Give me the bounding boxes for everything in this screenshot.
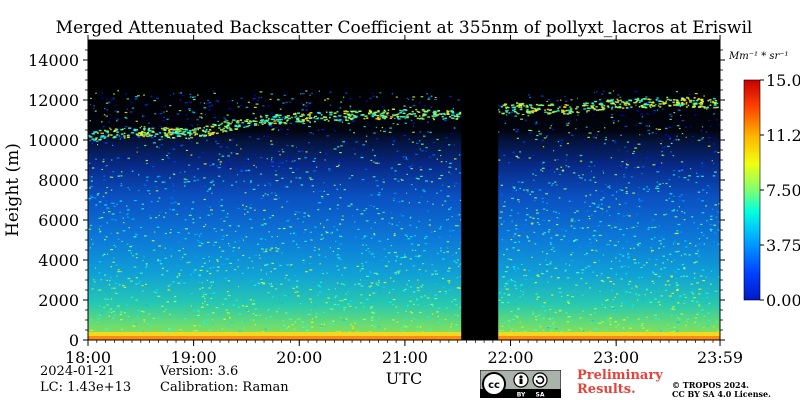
profile-background — [88, 40, 720, 340]
preliminary-line2: Results. — [577, 382, 636, 397]
y-tick-label: 4000 — [38, 251, 79, 270]
y-tick-label: 0 — [69, 331, 79, 350]
colorbar-gradient — [743, 79, 761, 301]
svg-text:SA: SA — [536, 392, 545, 399]
colorbar-tick-label: 7.50 — [766, 181, 800, 200]
colorbar-tick-label: 11.2 — [766, 126, 800, 145]
x-tick-label: 23:00 — [593, 348, 639, 367]
plot-area — [88, 40, 720, 340]
y-tick-label: 14000 — [28, 51, 79, 70]
surface-aerosol-layer — [88, 332, 720, 340]
x-tick-label: 20:00 — [276, 348, 322, 367]
x-tick-label: 19:00 — [171, 348, 217, 367]
svg-text:cc: cc — [488, 380, 500, 391]
x-tick-label: 23:59 — [697, 348, 743, 367]
cc-by-sa-icon: cc BY SA — [480, 370, 561, 398]
footer-lc: LC: 1.43e+13 — [40, 380, 132, 395]
colorbar-tick-label: 3.75 — [766, 236, 800, 255]
cirrus-cloud-layer — [88, 96, 720, 141]
copyright-line2: CC BY SA 4.0 License. — [672, 389, 771, 399]
x-axis-label: UTC — [386, 369, 422, 388]
y-tick-label: 8000 — [38, 171, 79, 190]
colorbar-unit: Mm⁻¹ * sr⁻¹ — [728, 51, 789, 62]
copyright-line1: © TROPOS 2024. — [672, 380, 749, 390]
x-axis: 18:00 19:00 20:00 21:00 22:00 23:00 23:59 — [65, 35, 743, 367]
y-tick-label: 12000 — [28, 91, 79, 110]
y-axis-label: Height (m) — [3, 143, 23, 237]
surface-layer-core — [88, 336, 720, 340]
x-tick-label: 22:00 — [487, 348, 533, 367]
x-tick-label: 21:00 — [382, 348, 428, 367]
colorbar-tick-label: 15.0 — [766, 71, 800, 90]
data-gap — [461, 40, 499, 340]
footer-date: 2024-01-21 — [40, 364, 115, 379]
x-tick-label: 18:00 — [65, 348, 111, 367]
y-tick-label: 2000 — [38, 291, 79, 310]
preliminary-line1: Preliminary — [577, 368, 663, 383]
y-axis: 0 2000 4000 6000 8000 10000 12000 14000 — [28, 49, 725, 350]
colorbar-tick-label: 0.00 — [766, 291, 800, 310]
backscatter-speckles — [88, 90, 720, 340]
footer-calibration: Calibration: Raman — [160, 380, 289, 395]
copyright-notice: © TROPOS 2024. CC BY SA 4.0 License. — [672, 381, 771, 399]
y-tick-label: 6000 — [38, 211, 79, 230]
svg-text:BY: BY — [517, 392, 526, 399]
y-tick-label: 10000 — [28, 131, 79, 150]
chart-title: Merged Attenuated Backscatter Coefficien… — [56, 18, 753, 38]
footer-version: Version: 3.6 — [160, 364, 239, 379]
colorbar: Mm⁻¹ * sr⁻¹ 0.00 3.75 7.50 11.2 15.0 — [728, 51, 800, 310]
preliminary-notice: Preliminary Results. — [577, 369, 663, 397]
